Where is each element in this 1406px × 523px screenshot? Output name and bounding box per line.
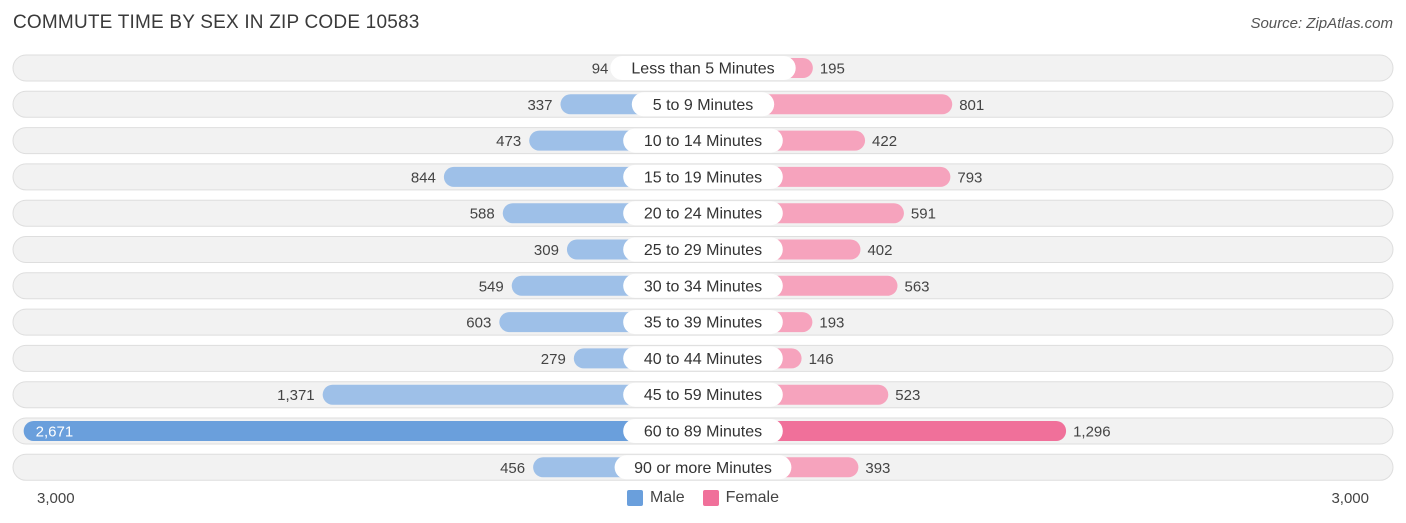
- female-value-label: 801: [959, 97, 984, 114]
- male-value-label: 94: [592, 61, 609, 78]
- category-label-pill: [623, 310, 783, 335]
- female-bar: [703, 421, 1067, 441]
- category-label: 90 or more Minutes: [634, 460, 772, 477]
- female-value-label: 146: [809, 351, 834, 368]
- category-label-pill: [623, 419, 783, 443]
- category-label: 25 to 29 Minutes: [644, 242, 762, 259]
- male-value-label: 279: [541, 351, 566, 368]
- category-label-pill: [631, 92, 775, 117]
- male-value-label: 2,671: [36, 424, 74, 441]
- female-value-label: 793: [957, 169, 982, 186]
- legend-label-male: Male: [649, 489, 685, 506]
- category-label-pill: [623, 237, 783, 262]
- female-value-label: 523: [895, 387, 920, 404]
- male-value-label: 456: [500, 460, 525, 477]
- category-label-pill: [614, 455, 792, 480]
- legend-item-male[interactable]: Male: [626, 489, 685, 507]
- category-label: 45 to 59 Minutes: [644, 387, 762, 404]
- male-value-label: 588: [470, 206, 495, 223]
- male-bar: [322, 384, 703, 405]
- axis-min-label: 3,000: [37, 490, 75, 507]
- male-swatch: [626, 490, 643, 506]
- source-label: Source: ZipAtlas.com: [1250, 15, 1393, 32]
- male-value-label: 309: [534, 242, 559, 259]
- category-label: 10 to 14 Minutes: [644, 133, 762, 150]
- category-label-pill: [623, 273, 783, 298]
- male-value-label: 603: [466, 315, 491, 332]
- male-value-label: 844: [411, 169, 436, 186]
- axis-max-label: 3,000: [1331, 490, 1369, 507]
- female-value-label: 193: [819, 315, 844, 332]
- category-label-pill: [623, 346, 783, 371]
- female-value-label: 591: [911, 206, 936, 223]
- category-label: 35 to 39 Minutes: [644, 315, 762, 332]
- male-value-label: 1,371: [277, 387, 315, 404]
- category-label: 5 to 9 Minutes: [653, 97, 754, 114]
- male-value-label: 337: [527, 97, 552, 114]
- category-label-pill: [623, 128, 783, 153]
- female-value-label: 402: [867, 242, 892, 259]
- category-label-pill: [610, 56, 796, 80]
- category-label: Less than 5 Minutes: [631, 61, 774, 78]
- female-swatch: [702, 490, 719, 506]
- category-label-pill: [623, 201, 783, 226]
- legend: Male Female: [0, 489, 1406, 507]
- chart-title: COMMUTE TIME BY SEX IN ZIP CODE 10583: [13, 12, 420, 33]
- female-value-label: 422: [872, 133, 897, 150]
- female-value-label: 563: [904, 278, 929, 295]
- male-value-label: 549: [479, 278, 504, 295]
- category-label-pill: [623, 164, 783, 189]
- male-value-label: 473: [496, 133, 521, 150]
- female-value-label: 195: [820, 61, 845, 78]
- female-value-label: 1,296: [1073, 424, 1111, 441]
- category-label: 60 to 89 Minutes: [644, 424, 762, 441]
- category-label-pill: [623, 382, 783, 407]
- category-label: 20 to 24 Minutes: [644, 206, 762, 223]
- category-label: 40 to 44 Minutes: [644, 351, 762, 368]
- female-value-label: 393: [865, 460, 890, 477]
- legend-label-female: Female: [725, 489, 780, 506]
- legend-item-female[interactable]: Female: [702, 489, 780, 507]
- category-label: 15 to 19 Minutes: [644, 169, 762, 186]
- category-label: 30 to 34 Minutes: [644, 278, 762, 295]
- male-bar: [23, 421, 704, 441]
